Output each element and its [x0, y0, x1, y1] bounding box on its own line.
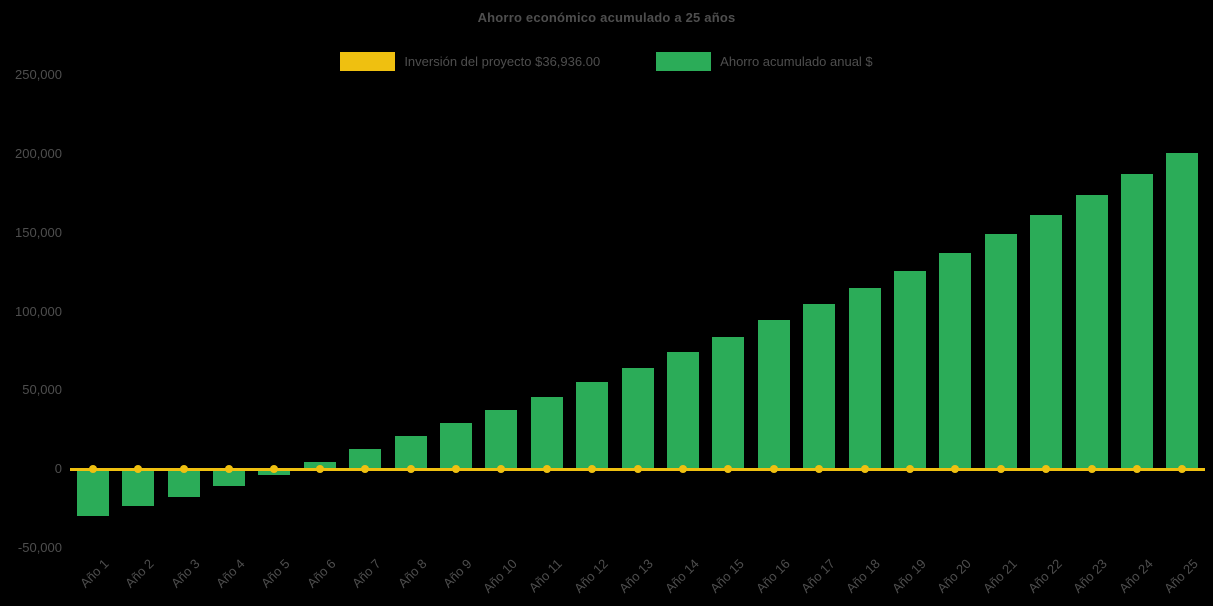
x-axis-tick-label: Año 3 — [167, 556, 203, 591]
bar-ahorro-acumulado — [984, 234, 1017, 470]
bar-ahorro-acumulado — [485, 410, 518, 470]
investment-line-marker — [361, 465, 370, 474]
x-axis-tick-label: Año 24 — [1115, 556, 1156, 596]
x-axis-tick-label: Año 22 — [1024, 556, 1065, 596]
x-axis-tick-label: Año 17 — [797, 556, 838, 596]
investment-line-marker — [542, 465, 551, 474]
x-axis-tick-label: Año 13 — [616, 556, 657, 596]
bar-ahorro-acumulado — [1075, 194, 1108, 470]
investment-line-marker — [406, 465, 415, 474]
bar-ahorro-acumulado — [576, 382, 609, 470]
bar-ahorro-acumulado — [893, 270, 926, 470]
x-axis-tick-label: Año 11 — [526, 556, 566, 596]
investment-line-marker — [88, 465, 97, 474]
investment-line-marker — [224, 465, 233, 474]
x-axis-tick-label: Año 15 — [707, 556, 747, 596]
y-axis-tick-label: 200,000 — [15, 145, 62, 161]
x-axis-tick-label: Año 1 — [76, 556, 112, 591]
legend-item-savings: Ahorro acumulado anual $ — [656, 52, 873, 71]
investment-line-marker — [1087, 465, 1096, 474]
investment-line-marker — [951, 465, 960, 474]
investment-line-marker — [451, 465, 460, 474]
investment-line-marker — [315, 465, 324, 474]
legend-swatch-investment — [340, 52, 396, 71]
y-axis-tick-label: -50,000 — [17, 540, 62, 555]
bar-ahorro-acumulado — [76, 469, 109, 517]
investment-line-marker — [815, 465, 824, 474]
chart-title: Ahorro económico acumulado a 25 años — [477, 10, 736, 25]
bar-ahorro-acumulado — [1166, 153, 1199, 470]
bar-ahorro-acumulado — [439, 422, 472, 470]
investment-line-marker — [1178, 465, 1187, 474]
x-axis-tick-label: Año 14 — [661, 556, 702, 596]
x-axis-tick-label: Año 6 — [303, 556, 339, 591]
x-axis-tick-label: Año 5 — [258, 556, 293, 591]
bar-ahorro-acumulado — [530, 396, 563, 470]
x-axis-tick-label: Año 16 — [752, 556, 793, 596]
bar-ahorro-acumulado — [212, 469, 245, 487]
x-axis-tick-label: Año 23 — [1070, 556, 1111, 596]
x-axis-tick-label: Año 8 — [394, 556, 430, 591]
x-axis-tick-label: Año 19 — [888, 556, 929, 596]
investment-line-marker — [179, 465, 188, 474]
legend-swatch-savings — [656, 52, 712, 71]
x-axis-tick-label: Año 10 — [480, 556, 520, 596]
bar-ahorro-acumulado — [1120, 174, 1153, 470]
legend-item-investment: Inversión del proyecto $36,936.00 — [340, 52, 600, 71]
x-axis-tick-label: Año 7 — [349, 556, 384, 591]
y-axis-tick-label: 150,000 — [15, 224, 62, 240]
investment-line-marker — [860, 465, 869, 474]
investment-line-marker — [1132, 465, 1141, 474]
x-axis-tick-label: Año 9 — [439, 556, 475, 591]
x-axis-tick-label: Año 4 — [212, 556, 248, 591]
x-axis-tick-label: Año 20 — [934, 556, 974, 596]
y-axis-tick-label: 100,000 — [15, 303, 62, 319]
investment-line-marker — [769, 465, 778, 474]
investment-line-marker — [270, 465, 279, 474]
bar-ahorro-acumulado — [939, 253, 972, 470]
bar-ahorro-acumulado — [757, 320, 790, 470]
investment-line-marker — [633, 465, 642, 474]
x-axis-tick-label: Año 25 — [1161, 556, 1201, 596]
bar-ahorro-acumulado — [666, 352, 699, 470]
bar-ahorro-acumulado — [712, 336, 745, 470]
x-axis-tick-label: Año 2 — [122, 556, 157, 591]
investment-line-marker — [497, 465, 506, 474]
legend-label-savings: Ahorro acumulado anual $ — [720, 54, 873, 69]
y-axis-tick-label: 50,000 — [22, 382, 62, 398]
investment-line-marker — [678, 465, 687, 474]
investment-line-marker — [134, 465, 143, 474]
y-axis-tick-label: 0 — [54, 461, 62, 477]
bar-ahorro-acumulado — [803, 304, 836, 470]
bar-ahorro-acumulado — [167, 469, 200, 497]
bar-ahorro-acumulado — [848, 287, 881, 470]
y-axis-tick-label: 250,000 — [15, 67, 62, 82]
bar-ahorro-acumulado — [394, 436, 427, 470]
chart-legend: Inversión del proyecto $36,936.00 Ahorro… — [0, 52, 1213, 71]
bar-ahorro-acumulado — [122, 469, 155, 507]
x-axis-tick-label: Año 21 — [979, 556, 1020, 596]
investment-line-marker — [996, 465, 1005, 474]
investment-line-marker — [724, 465, 733, 474]
bar-ahorro-acumulado — [349, 449, 382, 470]
legend-label-investment: Inversión del proyecto $36,936.00 — [404, 54, 601, 69]
investment-line-marker — [905, 465, 914, 474]
investment-line-marker — [1042, 465, 1051, 474]
bar-ahorro-acumulado — [1030, 214, 1063, 470]
investment-line-marker — [588, 465, 597, 474]
x-axis-tick-label: Año 18 — [843, 556, 884, 596]
x-axis-tick-label: Año 12 — [570, 556, 611, 596]
bar-ahorro-acumulado — [621, 368, 654, 470]
